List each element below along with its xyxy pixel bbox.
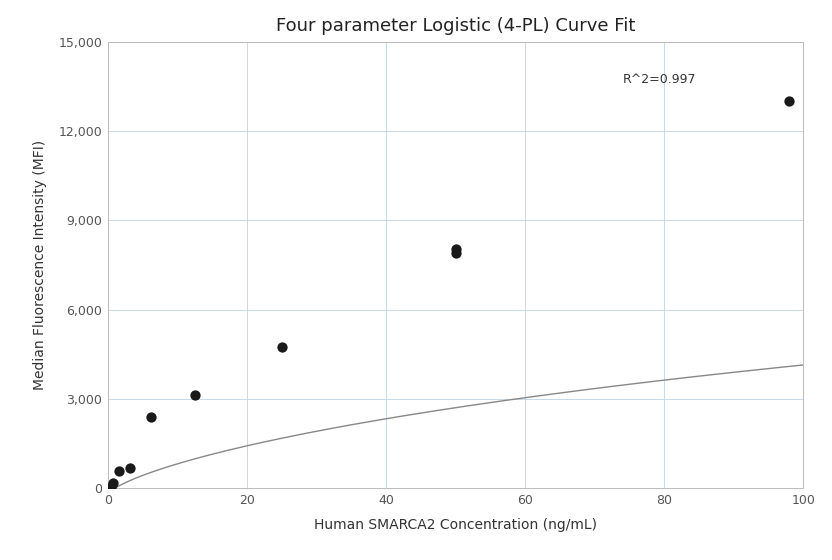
Point [123,464,136,473]
Point [783,97,796,106]
Y-axis label: Median Fluorescence Intensity (MFI): Median Fluorescence Intensity (MFI) [33,140,47,390]
Point [145,413,158,422]
Point [449,249,463,258]
Point [112,466,126,475]
Point [275,343,289,352]
X-axis label: Human SMARCA2 Concentration (ng/mL): Human SMARCA2 Concentration (ng/mL) [314,518,597,532]
Point [106,479,120,488]
Title: Four parameter Logistic (4-PL) Curve Fit: Four parameter Logistic (4-PL) Curve Fit [276,17,636,35]
Point [449,244,463,253]
Text: R^2=0.997: R^2=0.997 [622,73,696,86]
Point [188,390,201,399]
Point [104,482,117,491]
